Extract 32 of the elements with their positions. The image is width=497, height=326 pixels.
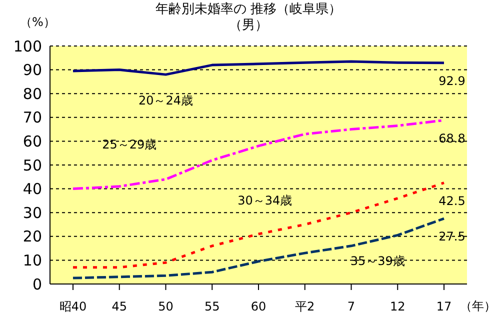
x-tick-label: 50 [158, 300, 174, 314]
y-tick-label: 50 [22, 156, 42, 174]
y-tick-label: 90 [22, 61, 42, 80]
y-tick-label: 80 [22, 84, 42, 103]
text: 25～29歳 [102, 137, 157, 152]
x-tick-label: 17 [436, 300, 452, 314]
x-tick-label: 60 [250, 300, 266, 314]
data-label: 92.9 [438, 74, 466, 88]
y-tick-label: 0 [32, 275, 42, 294]
data-label: 68.8 [438, 131, 466, 146]
line-series [72, 60, 446, 76]
y-tick-label: 40 [22, 180, 42, 198]
x-tick-label: 55 [204, 300, 220, 314]
data-label: 27.5 [438, 230, 466, 244]
chart-title: 年齢別未婚率の 推移（岐阜県） [155, 2, 342, 17]
x-tick-label: 12 [390, 300, 406, 314]
data-label: 42.5 [438, 194, 466, 208]
y-tick-label: 20 [22, 228, 42, 246]
x-tick-label: 平2 [295, 300, 315, 314]
y-tick-label: 10 [22, 252, 42, 270]
series-label: 30～34歳 [238, 194, 292, 208]
x-tick-label: 昭40 [59, 300, 87, 314]
y-tick-label: 30 [22, 204, 42, 222]
y-tick-label: 100 [13, 37, 42, 56]
series-label: 20～24歳 [138, 94, 194, 108]
x-tick-label: 45 [112, 300, 128, 314]
x-tick-label: 7 [347, 300, 356, 314]
x-axis-title: （年） [460, 298, 496, 315]
chart-subtitle: （男） [229, 18, 268, 33]
y-axis-title: （%） [20, 14, 56, 31]
y-tick-label: 70 [22, 108, 42, 127]
y-tick-label: 60 [22, 132, 42, 151]
